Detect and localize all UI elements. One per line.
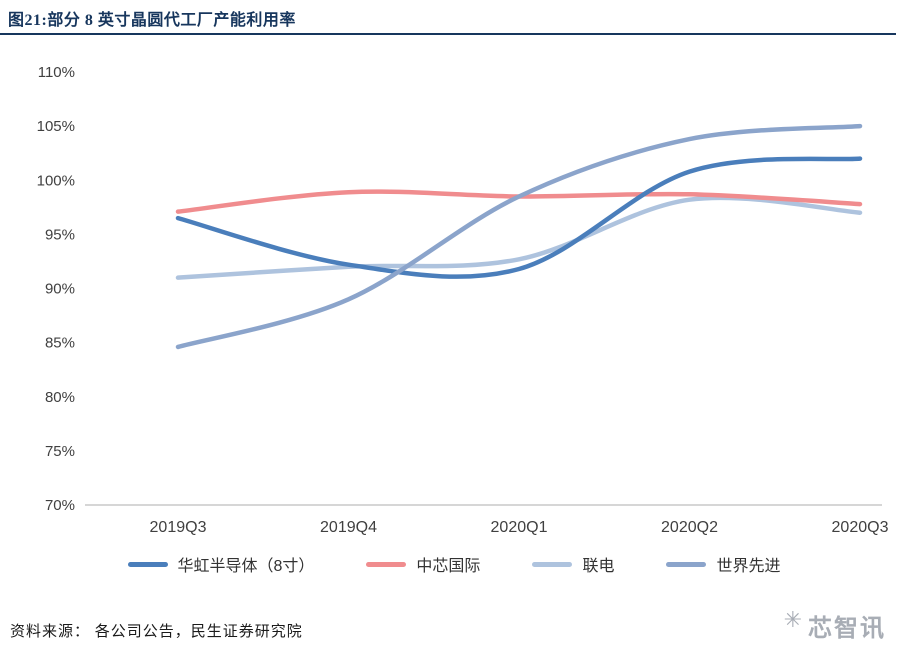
x-tick-label: 2020Q1 — [491, 519, 548, 536]
legend-label-umc: 联电 — [582, 558, 615, 575]
legend-item-smic: 中芯国际 — [366, 552, 480, 576]
series-line-2 — [175, 195, 863, 280]
legend-item-vanguard: 世界先进 — [666, 552, 780, 576]
y-tick-label: 85% — [45, 335, 75, 352]
legend-item-huahong: 华虹半导体（8寸） — [127, 552, 315, 576]
series-line-0 — [175, 156, 863, 279]
chart-header: 图21:部分 8 英寸晶圆代工厂产能利用率 — [8, 6, 900, 30]
y-tick-label: 75% — [45, 443, 75, 460]
legend-label-smic: 中芯国际 — [416, 558, 481, 575]
legend-item-umc: 联电 — [532, 552, 614, 576]
chart-title: 图21:部分 8 英寸晶圆代工厂产能利用率 — [8, 12, 296, 29]
y-tick-label: 105% — [37, 118, 75, 135]
title-underline — [0, 33, 896, 35]
line-chart: 70% 75% 80% 85% 90% 95% 100% 105% 110% 2019Q3 2019… — [37, 64, 889, 536]
legend-swatch-umc — [532, 561, 573, 567]
legend-label-vanguard: 世界先进 — [716, 558, 781, 575]
series-line-3 — [175, 123, 863, 350]
x-tick-label: 2019Q4 — [320, 519, 377, 536]
watermark-text: 芯智讯 — [808, 615, 886, 642]
x-tick-label: 2020Q2 — [661, 519, 718, 536]
snowflake-icon: ✳ — [783, 607, 802, 632]
y-tick-label: 90% — [45, 281, 75, 298]
y-tick-label: 110% — [38, 64, 75, 81]
y-tick-label: 70% — [45, 497, 75, 514]
legend-label-huahong: 华虹半导体（8寸） — [177, 558, 315, 575]
chart-legend: 华虹半导体（8寸） 中芯国际 联电 世界先进 — [0, 552, 908, 576]
x-tick-label: 2020Q3 — [832, 519, 889, 536]
legend-swatch-huahong — [127, 561, 168, 567]
y-tick-label: 100% — [37, 172, 75, 189]
y-tick-label: 95% — [45, 226, 75, 243]
watermark: ✳ 芯智讯 — [784, 608, 886, 643]
legend-swatch-smic — [366, 561, 407, 567]
x-tick-label: 2019Q3 — [150, 519, 207, 536]
source-note: 资料来源： 各公司公告，民生证券研究院 — [10, 624, 303, 640]
y-tick-label: 80% — [45, 389, 75, 406]
legend-swatch-vanguard — [666, 561, 707, 567]
